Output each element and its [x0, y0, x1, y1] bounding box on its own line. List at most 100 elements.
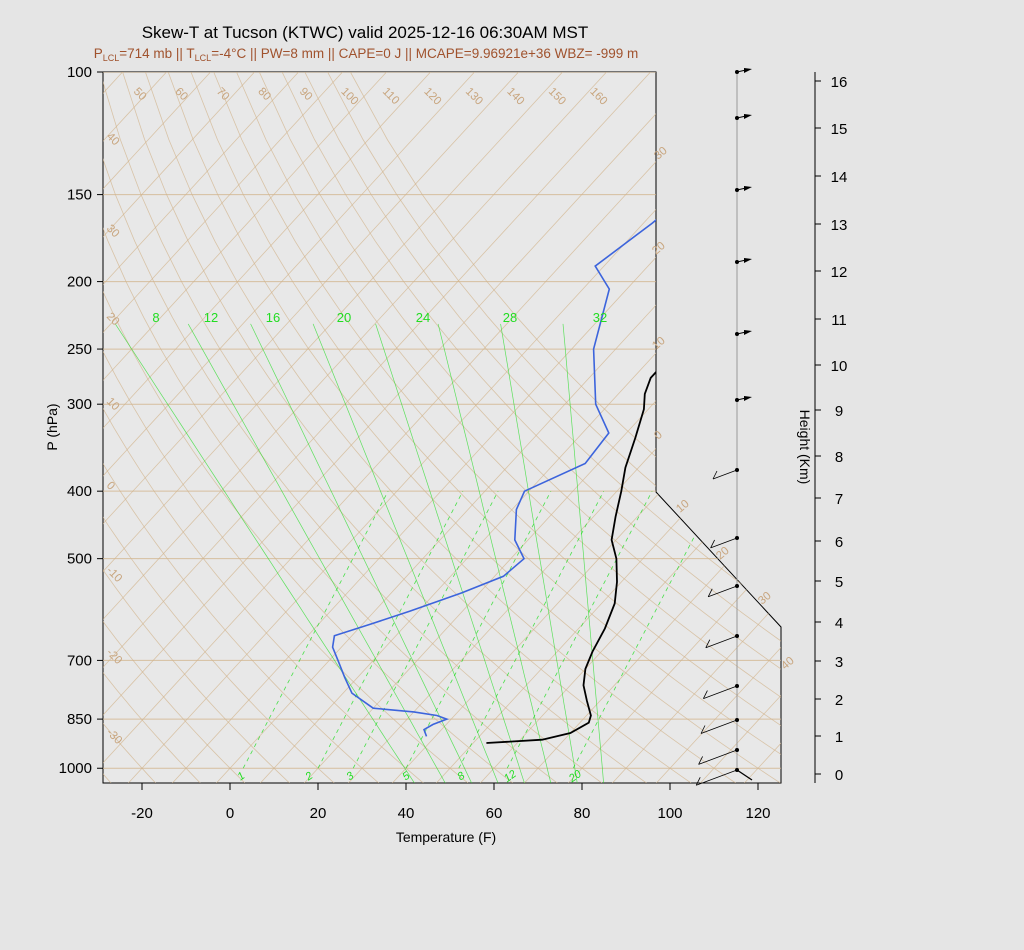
isotherm-line — [568, 72, 781, 783]
wind-barb-feather — [698, 756, 703, 765]
wind-barb-flag — [744, 396, 752, 401]
mixing-ratio-label: 16 — [266, 310, 280, 325]
wind-barb — [700, 719, 738, 734]
height-tick-label: 5 — [835, 574, 843, 591]
mixing-ratio-label: 32 — [593, 310, 607, 325]
mixing-ratio-label: 20 — [337, 310, 351, 325]
isotherm-line — [103, 72, 563, 783]
dry-adiabat-line — [258, 72, 781, 783]
dry-adiabat-line — [103, 72, 335, 783]
isotherm-line — [480, 72, 781, 783]
dry-adiabat-line — [122, 72, 692, 783]
dry-adiabat-line — [103, 72, 603, 783]
isotherm-line — [304, 72, 781, 783]
moist-adiabat-line — [115, 323, 415, 783]
moist-adiabat-line — [437, 323, 552, 783]
isotherm-line — [832, 72, 1024, 783]
height-tick-label: 0 — [835, 767, 843, 784]
pressure-axis: 100 150 200 250 300 400 500 700 850 1000 — [59, 64, 103, 777]
isotherm-line — [103, 72, 475, 783]
mixing-ratio-label: 28 — [503, 310, 517, 325]
dry-adiabat-line — [167, 72, 781, 783]
isotherm-line — [656, 72, 781, 783]
pressure-tick-label: 1000 — [59, 760, 92, 777]
height-tick-label: 12 — [831, 264, 848, 281]
isotherm-line — [103, 72, 387, 783]
mixing-ratio-label: 12 — [204, 310, 218, 325]
pressure-tick-label: 700 — [67, 652, 92, 669]
chart-subtitle: PLCL=714 mb || TLCL=-4°C || PW=8 mm || C… — [94, 46, 639, 63]
dry-adiabat-line — [103, 72, 469, 783]
dry-adiabat-line — [103, 72, 647, 783]
isotherm-line — [788, 72, 1024, 783]
isotherm-line — [524, 72, 781, 783]
height-tick-label: 3 — [835, 654, 843, 671]
height-tick-label: 4 — [835, 615, 843, 632]
wind-barb — [698, 749, 738, 765]
isotherm-line — [103, 72, 695, 783]
chart-title: Skew-T at Tucson (KTWC) valid 2025-12-16… — [142, 23, 589, 42]
isotherm-label: 10 — [674, 498, 692, 515]
wind-barb — [703, 685, 738, 699]
wind-barb-flag — [744, 114, 752, 119]
height-tick-label: 10 — [831, 358, 848, 375]
dry-adiabat-line — [103, 72, 513, 783]
temperature-tick-label: -20 — [131, 805, 153, 822]
wind-barb — [705, 635, 738, 649]
isotherm-line — [0, 72, 35, 783]
wind-barbs — [695, 68, 753, 786]
mixing-ratio-label: 12 — [502, 768, 519, 785]
pressure-tick-label: 200 — [67, 274, 92, 291]
plot-panel — [102, 71, 782, 784]
dry-adiabat-line — [327, 72, 781, 783]
temperature-tick-label: 100 — [657, 805, 682, 822]
wind-barb-flag — [744, 68, 752, 73]
dry-adiabat-line — [103, 72, 379, 783]
moist-adiabat-line — [312, 323, 499, 783]
dewpoint-line — [331, 72, 781, 737]
wind-barb-feather — [700, 725, 706, 734]
dry-adiabat-line — [190, 72, 781, 783]
temperature-tick-label: 20 — [310, 805, 327, 822]
mixing-ratio-label: 24 — [416, 310, 430, 325]
moist-adiabat-line — [187, 323, 446, 783]
isotherm-line — [744, 72, 781, 783]
height-tick-label: 14 — [831, 169, 848, 186]
pressure-tick-label: 400 — [67, 483, 92, 500]
wind-barb-flag — [744, 258, 752, 263]
pressure-tick-label: 250 — [67, 341, 92, 358]
height-tick-label: 6 — [835, 534, 843, 551]
height-tick-label: 11 — [831, 312, 847, 329]
dry-adiabat-line — [103, 72, 246, 783]
wind-barb-feather — [712, 470, 718, 480]
pressure-tick-label: 300 — [67, 396, 92, 413]
isotherm-line — [612, 72, 781, 783]
y-axis-title: P (hPa) — [44, 403, 60, 450]
dry-adiabat-line — [281, 72, 781, 783]
wind-barb — [712, 469, 738, 480]
isotherm-line — [876, 72, 1024, 783]
isotherm-line — [920, 72, 1024, 783]
temperature-tick-label: 60 — [486, 805, 503, 822]
isotherm-line — [103, 72, 431, 783]
wind-barb-flag — [744, 186, 752, 191]
isotherm-line — [103, 72, 299, 783]
isotherm-line — [103, 72, 607, 783]
dry-adiabat-line — [145, 72, 736, 783]
height-tick-label: 15 — [831, 121, 848, 138]
pressure-tick-label: 500 — [67, 551, 92, 568]
isotherm-line — [103, 72, 519, 783]
temperature-tick-label: 40 — [398, 805, 415, 822]
wind-barb-feather — [703, 690, 708, 699]
dry-adiabat-line — [103, 72, 156, 783]
wind-barb — [708, 585, 738, 598]
isotherm-line — [0, 72, 79, 783]
pressure-tick-label: 850 — [67, 711, 92, 728]
height-tick-label: 9 — [835, 403, 843, 420]
wind-barb-feather — [710, 539, 715, 549]
wind-barb-feather — [707, 588, 713, 597]
height-axis-title: Height (Km) — [797, 410, 813, 485]
pressure-tick-label: 150 — [67, 187, 92, 204]
